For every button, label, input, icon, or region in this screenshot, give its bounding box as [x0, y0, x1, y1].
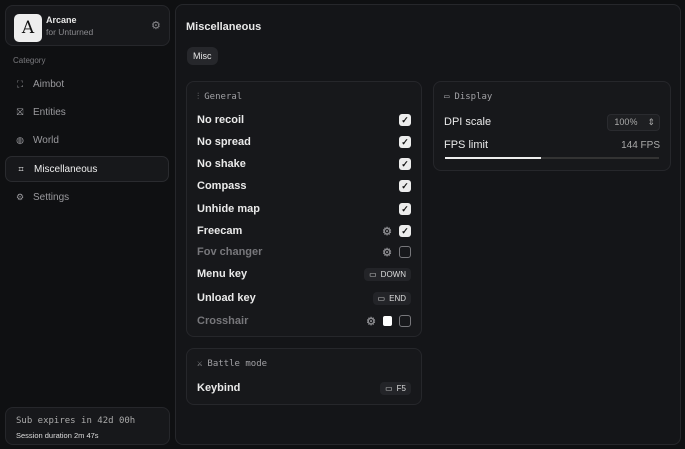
- menu-key-button[interactable]: ▭ DOWN: [364, 267, 411, 281]
- nav-label: World: [33, 134, 59, 146]
- main-panel: Miscellaneous Misc ⫶ General No recoil ✓ N…: [175, 4, 681, 445]
- nav-label: Miscellaneous: [34, 163, 98, 175]
- battle-keybind-button[interactable]: ▭ F5: [380, 381, 411, 395]
- subscription-card: Sub expires in 42d 00h Session duration …: [5, 407, 170, 445]
- crosshair-checkbox[interactable]: [399, 315, 411, 327]
- row-label: Menu key: [197, 268, 248, 280]
- battle-header: ⚔ Battle mode: [197, 359, 267, 369]
- gear-icon: ⚙: [15, 191, 25, 202]
- row-no-recoil: No recoil ✓: [197, 111, 411, 129]
- row-label: Crosshair: [197, 315, 249, 327]
- key-label: F5: [396, 383, 406, 393]
- row-label: No spread: [197, 136, 251, 148]
- sidebar-item-world[interactable]: ◍ World: [5, 127, 169, 153]
- spinner-icon: ⇕: [647, 116, 655, 127]
- row-no-shake: No shake ✓: [197, 155, 411, 173]
- sub-expiry: Sub expires in 42d 00h: [16, 416, 136, 426]
- general-card: ⫶ General No recoil ✓ No spread ✓ No shake ✓…: [186, 81, 422, 337]
- entities-icon: ⛝: [16, 106, 24, 117]
- crosshair-color-swatch[interactable]: [383, 316, 392, 326]
- fov-settings-gear-icon[interactable]: ⚙: [382, 246, 392, 259]
- nav-label: Settings: [33, 191, 70, 203]
- settings-gear-icon[interactable]: ⚙: [151, 20, 161, 32]
- fov-changer-checkbox[interactable]: [399, 246, 411, 258]
- battle-title: Battle mode: [207, 359, 268, 369]
- no-recoil-checkbox[interactable]: ✓: [399, 114, 411, 126]
- sidebar-item-miscellaneous[interactable]: ⌗ Miscellaneous: [5, 156, 169, 182]
- row-label: No recoil: [197, 114, 245, 126]
- app-logo: A: [14, 14, 42, 42]
- battle-icon: ⚔: [197, 359, 203, 369]
- no-shake-checkbox[interactable]: ✓: [399, 158, 411, 170]
- nav-label: Aimbot: [33, 78, 65, 90]
- fps-slider[interactable]: [445, 157, 659, 159]
- key-label: DOWN: [380, 269, 406, 279]
- sidebar-item-entities[interactable]: ⛝ Entities: [5, 99, 169, 125]
- app-subtitle: for Unturned: [46, 27, 94, 37]
- keyboard-icon: ▭: [377, 293, 386, 303]
- row-label: Keybind: [197, 382, 241, 394]
- crosshair-settings-gear-icon[interactable]: ⚙: [366, 315, 376, 328]
- row-freecam: Freecam ⚙ ✓: [197, 222, 411, 240]
- brand-card: A Arcane for Unturned ⚙: [5, 5, 170, 46]
- keyboard-icon: ▭: [369, 269, 377, 279]
- row-keybind: Keybind ▭ F5: [197, 379, 411, 397]
- display-header: ▭ Display: [444, 92, 492, 102]
- session-duration: Session duration 2m 47s: [16, 431, 99, 440]
- unhide-map-checkbox[interactable]: ✓: [399, 203, 411, 215]
- nav-label: Entities: [33, 106, 66, 118]
- row-no-spread: No spread ✓: [197, 133, 411, 151]
- compass-checkbox[interactable]: ✓: [399, 180, 411, 192]
- category-label: Category: [13, 56, 46, 65]
- general-header: ⫶ General: [197, 92, 242, 102]
- row-dpi-scale: DPI scale 100% ⇕: [444, 113, 660, 131]
- row-label: DPI scale: [444, 116, 492, 128]
- keyboard-icon: ▭: [385, 383, 393, 393]
- row-fps-limit: FPS limit 144 FPS: [444, 136, 660, 154]
- general-title: General: [204, 92, 243, 102]
- row-crosshair: Crosshair ⚙: [197, 312, 411, 330]
- monitor-icon: ▭: [444, 92, 450, 102]
- row-label: Fov changer: [197, 246, 263, 258]
- display-title: Display: [454, 92, 493, 102]
- row-compass: Compass ✓: [197, 177, 411, 195]
- row-label: Compass: [197, 180, 247, 192]
- row-unload-key: Unload key ▭ END: [197, 289, 411, 307]
- crosshair-icon: ⛶: [16, 78, 24, 89]
- battle-mode-card: ⚔ Battle mode Keybind ▭ F5: [186, 348, 422, 405]
- app-name: Arcane: [46, 15, 77, 25]
- sidebar-item-settings[interactable]: ⚙ Settings: [5, 184, 169, 210]
- fps-slider-fill: [445, 157, 542, 159]
- fps-value: 144 FPS: [621, 139, 660, 151]
- row-menu-key: Menu key ▭ DOWN: [197, 265, 411, 283]
- tab-misc[interactable]: Misc: [187, 47, 218, 65]
- dpi-value: 100%: [614, 116, 638, 127]
- row-label: FPS limit: [444, 139, 488, 151]
- row-unhide-map: Unhide map ✓: [197, 200, 411, 218]
- unload-key-button[interactable]: ▭ END: [372, 291, 411, 305]
- sidebar-item-aimbot[interactable]: ⛶ Aimbot: [5, 71, 169, 97]
- dpi-select[interactable]: 100% ⇕: [607, 113, 660, 131]
- display-card: ▭ Display DPI scale 100% ⇕ FPS limit 144 FPS: [433, 81, 671, 171]
- grid-icon: ⌗: [18, 163, 24, 174]
- row-label: Freecam: [197, 225, 243, 237]
- row-fov-changer: Fov changer ⚙: [197, 243, 411, 261]
- page-title: Miscellaneous: [186, 21, 262, 33]
- sliders-icon: ⫶: [197, 92, 200, 102]
- globe-icon: ◍: [16, 134, 24, 145]
- row-label: Unhide map: [197, 203, 260, 215]
- freecam-checkbox[interactable]: ✓: [399, 225, 411, 237]
- row-label: No shake: [197, 158, 246, 170]
- freecam-settings-gear-icon[interactable]: ⚙: [382, 225, 392, 238]
- no-spread-checkbox[interactable]: ✓: [399, 136, 411, 148]
- key-label: END: [389, 293, 406, 303]
- row-label: Unload key: [197, 292, 256, 304]
